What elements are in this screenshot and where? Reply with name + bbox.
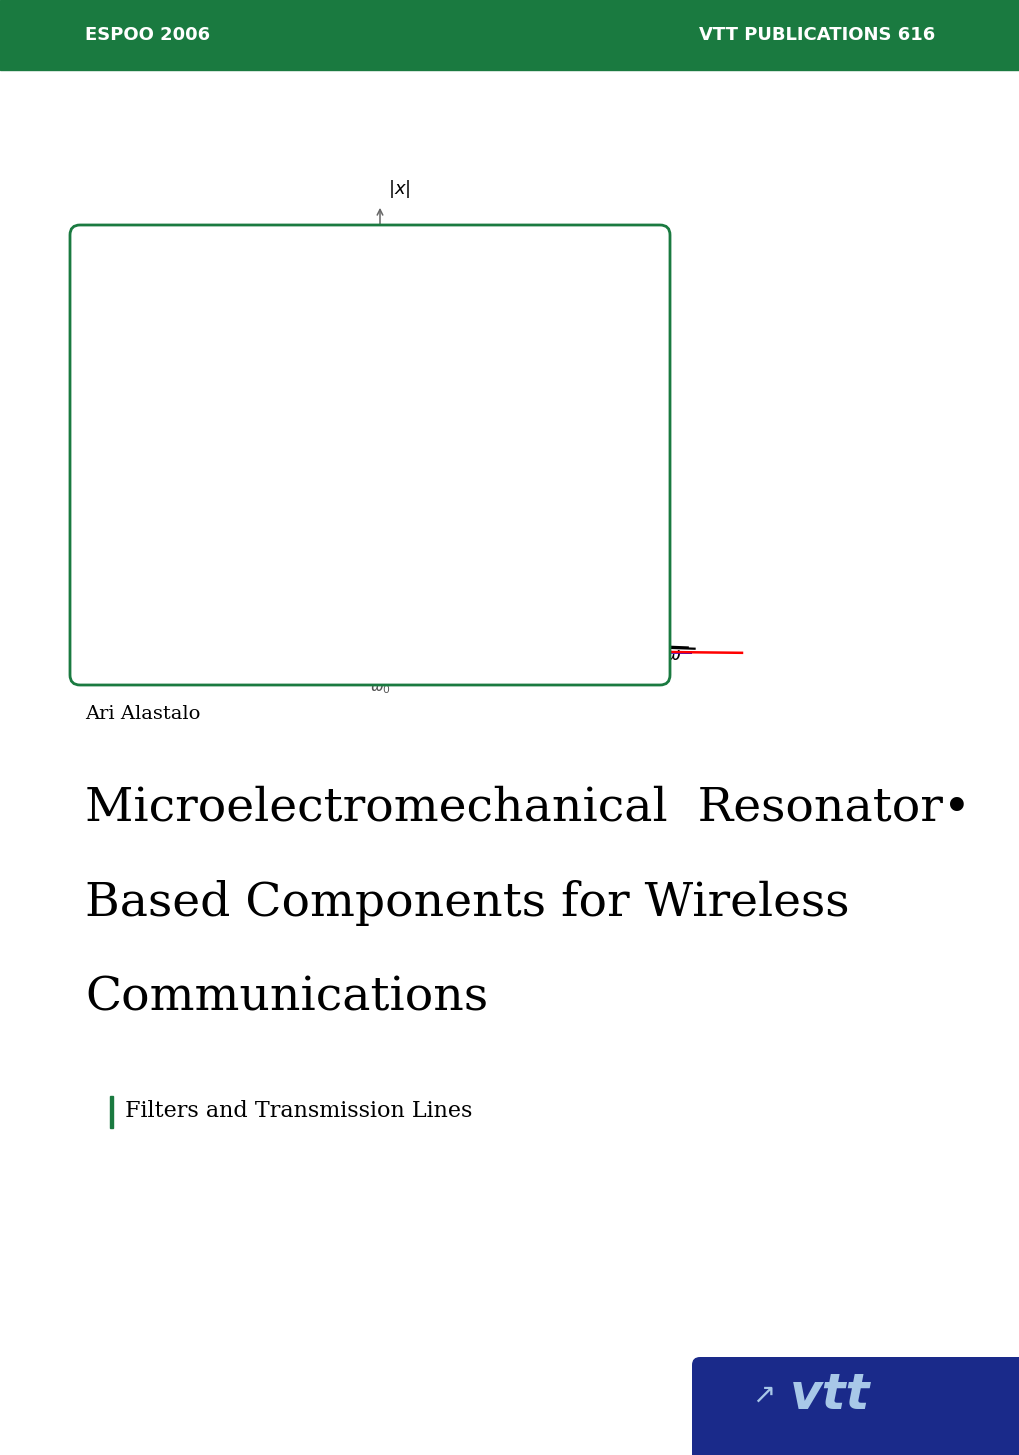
Text: $\omega$: $\omega$ [664, 646, 681, 663]
Text: $|x|$: $|x|$ [387, 178, 410, 199]
Text: VTT PUBLICATIONS 616: VTT PUBLICATIONS 616 [698, 26, 934, 44]
Text: ESPOO 2006: ESPOO 2006 [85, 26, 210, 44]
Text: Microelectromechanical  Resonator•: Microelectromechanical Resonator• [85, 786, 970, 831]
Bar [0, 0, 1019, 70]
Text: Communications: Communications [85, 975, 488, 1020]
Text: $\omega_0$: $\omega_0$ [369, 679, 390, 695]
Text: Based Components for Wireless: Based Components for Wireless [85, 880, 849, 925]
FancyBboxPatch shape [691, 1358, 1019, 1455]
Text: Ari Alastalo: Ari Alastalo [85, 706, 200, 723]
Bar [110, 1096, 113, 1128]
Text: $\nearrow$: $\nearrow$ [746, 1381, 772, 1408]
Text: vtt: vtt [789, 1371, 869, 1419]
FancyBboxPatch shape [70, 226, 669, 685]
Text: Filters and Transmission Lines: Filters and Transmission Lines [118, 1100, 472, 1122]
